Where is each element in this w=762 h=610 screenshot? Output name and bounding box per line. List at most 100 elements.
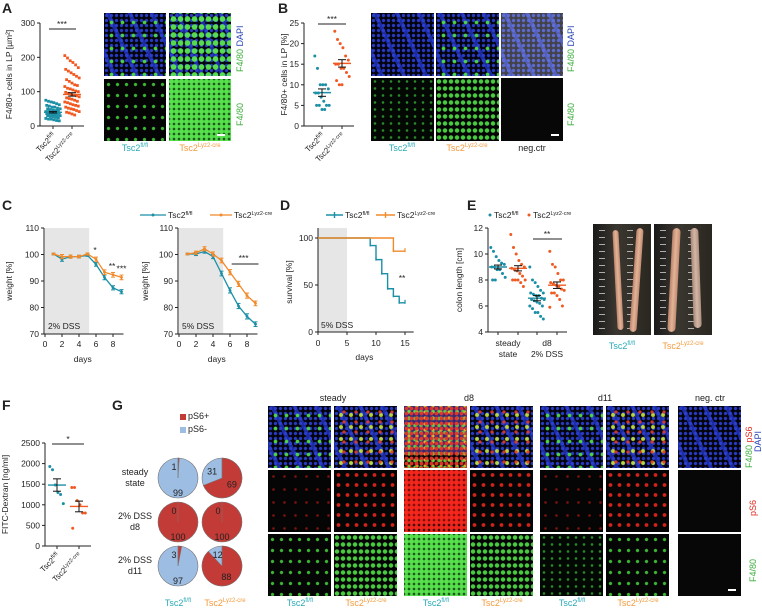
row-label-line: d8 (129, 522, 140, 532)
ctrl-point (48, 114, 52, 118)
x-tick-label: 8 (245, 339, 250, 349)
y-tick-label: 70 (30, 329, 40, 339)
genotype-sup: Lyz2-cre (680, 341, 704, 347)
cre-point (70, 112, 74, 116)
significance-label: ** (109, 261, 116, 271)
cre-point (67, 79, 71, 83)
cre-point (70, 97, 74, 101)
y-tick-label: 6 (478, 301, 483, 311)
cre-point (75, 74, 78, 78)
genotype-sup: Lyz2-cre (55, 131, 74, 150)
x-axis-label: days (355, 352, 373, 362)
ctrl-point (51, 468, 54, 472)
legend-label-cre: Tsc2Lyz2-cre (234, 210, 272, 220)
e-cre-point (521, 274, 524, 278)
ctrl-point (47, 117, 50, 121)
e-ctrl-point (531, 278, 534, 282)
cre-point (76, 84, 79, 87)
cre-point (341, 46, 345, 50)
ctrl-point (49, 100, 53, 104)
micrograph-a-ctrl-merge (104, 13, 166, 76)
legend-swatch-pS6-pos (180, 414, 186, 420)
cre-point (68, 59, 72, 63)
micrograph-a-cre-merge (169, 13, 231, 76)
panel-letter-g: G (112, 397, 123, 413)
genotype-base: Tsc2 (286, 598, 306, 608)
row-label-d8: 2% DSS d8 (110, 511, 160, 533)
cre-point (73, 485, 76, 489)
genotype-base: Tsc2 (168, 210, 186, 220)
ctrl-point (53, 113, 57, 117)
cre-point (66, 56, 69, 60)
y-tick-label: 80 (164, 303, 174, 313)
x-tick-label: 6 (228, 339, 233, 349)
ctrl-point (57, 109, 60, 113)
genotype-sup: Lyz2-cre (251, 211, 272, 217)
micrograph-g-neg-merge (678, 406, 741, 468)
micrograph-g-d11-ctrl-pS6 (540, 470, 603, 532)
ctrl-point (61, 502, 65, 506)
cre-point (71, 103, 75, 107)
e-cre-point (561, 278, 565, 282)
cre-point (76, 66, 80, 70)
pie-0-0-label-pS6-pos: 1 (171, 462, 176, 472)
ctrl-point (315, 103, 319, 107)
row-label-line: d11 (127, 566, 143, 576)
e-ctrl-point (536, 311, 540, 314)
caption-b-ctrl: Tsc2fl/fl (389, 143, 415, 153)
micrograph-g-d11-ctrl-f480 (540, 534, 603, 596)
cre-point (76, 99, 79, 103)
significance-label: ** (399, 273, 406, 283)
e-ctrl-point (541, 291, 545, 295)
e-ctrl-point (494, 255, 498, 259)
cre-point (72, 108, 76, 111)
legend-label-pS6-pos: pS6+ (188, 411, 210, 421)
significance-label: ** (544, 229, 551, 239)
legend-marker-cre (527, 213, 531, 217)
cre-point (333, 29, 337, 33)
cre-point (74, 63, 77, 67)
y-tick-label: 100 (25, 250, 39, 260)
y-tick-label: 90 (164, 276, 174, 286)
cre-point (64, 90, 68, 94)
cre-point (68, 87, 72, 91)
ctrl-point (52, 118, 56, 122)
ctrl-point (50, 112, 54, 116)
y-tick-label: 110 (25, 223, 39, 233)
e-ctrl-point (489, 246, 493, 249)
y-tick-label: 4 (478, 327, 483, 337)
pie-2-1-label-pS6-pos: 88 (221, 572, 231, 582)
y-axis-label: F4/80+ cells in LP [µm²] (4, 30, 14, 120)
y-tick-label: 0 (294, 121, 299, 131)
genotype-sup: Lyz2-cre (414, 211, 435, 217)
cre-point (69, 71, 73, 75)
ctrl-point (57, 103, 61, 107)
micrograph-g-steady-cre-pS6 (334, 470, 397, 532)
scale-bar (551, 134, 559, 136)
ctrl-point (47, 99, 50, 103)
ctrl-point (321, 83, 325, 87)
y-tick-label: 25 (290, 18, 300, 28)
genotype-sup: Lyz2-cre (222, 598, 246, 604)
x-tick-label: 6 (94, 339, 99, 349)
micrograph-g-steady-ctrl-merge (268, 406, 331, 468)
ctrl-point (58, 107, 62, 111)
cre-point (73, 83, 77, 87)
cre-point (67, 106, 70, 110)
pie-1-1-label-pS6-pos: 100 (214, 532, 229, 542)
cre-point (71, 526, 75, 530)
caption-g-steady-cre: Tsc2Lyz2-cre (345, 598, 386, 608)
x-tick-label: 2 (60, 339, 65, 349)
cre-point (67, 111, 71, 115)
ctrl-point (57, 119, 61, 123)
genotype-sup: Lyz2-cre (635, 598, 659, 604)
significance-label: *** (117, 263, 128, 273)
caption-g-d11-cre: Tsc2Lyz2-cre (617, 598, 658, 608)
e-ctrl-point (536, 285, 540, 288)
genotype-base: Tsc2 (345, 598, 364, 608)
significance-label: *** (327, 14, 338, 24)
cre-point (340, 83, 344, 87)
row-label-line: 2% DSS (117, 511, 152, 521)
group-label: state (499, 349, 518, 359)
y-tick-label: 1000 (21, 500, 40, 510)
